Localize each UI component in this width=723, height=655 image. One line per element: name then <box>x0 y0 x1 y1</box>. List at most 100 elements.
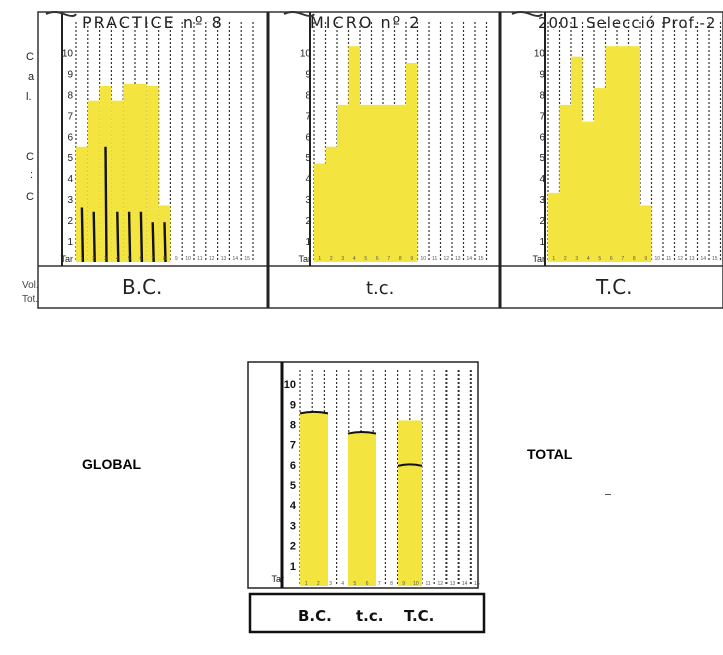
x-tick-label: 8 <box>163 256 166 262</box>
y-tick-label: 10 <box>284 379 296 391</box>
x-tick-label: 1 <box>552 256 555 262</box>
x-tick-label: 13 <box>221 256 227 262</box>
x-tick-label: 12 <box>443 256 449 262</box>
x-tick-label: 7 <box>621 256 624 262</box>
x-tick-label: 7 <box>378 581 381 587</box>
y-tick-label: 4 <box>67 174 73 185</box>
axis-label: Tar <box>532 254 545 264</box>
summary-marker <box>299 410 329 415</box>
y-tick-label: 7 <box>67 111 73 122</box>
x-tick-label: 10 <box>654 256 660 262</box>
y-tick-label: 5 <box>305 153 311 164</box>
bottom-category-3: T.C. <box>404 607 434 625</box>
y-tick-label: 7 <box>290 440 296 452</box>
bar <box>582 121 594 262</box>
x-tick-label: 10 <box>185 256 191 262</box>
bar <box>617 46 629 262</box>
bar <box>640 205 652 262</box>
y-tick-label: 2 <box>539 216 545 227</box>
top-panel-frame <box>37 11 723 309</box>
x-tick-label: 6 <box>366 581 369 587</box>
x-tick-label: 6 <box>610 256 613 262</box>
side-label-colon: : <box>30 169 33 181</box>
x-tick-label: 11 <box>425 581 430 587</box>
global-label: GLOBAL <box>82 456 142 472</box>
y-tick-label: 1 <box>305 237 311 248</box>
y-tick-label: 3 <box>539 195 545 206</box>
marker-bar <box>127 211 132 263</box>
y-tick-label: 8 <box>290 419 296 431</box>
x-tick-label: 9 <box>175 256 178 262</box>
marker-bar <box>151 222 155 263</box>
y-tick-label: 2 <box>67 216 73 227</box>
x-tick-label: 1 <box>81 256 84 262</box>
bar <box>559 104 571 262</box>
marker-bar <box>139 211 144 263</box>
x-tick-label: 2 <box>564 256 567 262</box>
panel-title-3: 2001 Selecció Prof.-2 <box>538 14 716 32</box>
dash-mark <box>605 494 611 495</box>
x-tick-label: 14 <box>700 256 706 262</box>
x-tick-label: 5 <box>128 256 131 262</box>
x-tick-label: 13 <box>450 581 456 587</box>
y-tick-label: 4 <box>539 174 545 185</box>
y-tick-label: 3 <box>290 520 296 532</box>
side-label-c3: C <box>26 191 34 203</box>
bar <box>314 163 326 262</box>
bottom-chart-frame <box>247 361 486 634</box>
summary-bar <box>300 412 328 586</box>
marker-bar <box>104 146 108 263</box>
x-tick-label: 5 <box>354 581 357 587</box>
y-tick-label: 7 <box>305 111 311 122</box>
y-tick-label: 8 <box>305 90 311 101</box>
bar <box>76 146 88 262</box>
summary-marker <box>397 463 423 467</box>
y-tick-label: 2 <box>305 216 311 227</box>
marker-bar <box>116 211 120 263</box>
bottom-category-2: t.c. <box>356 607 383 625</box>
y-tick-label: 10 <box>300 48 312 59</box>
bar <box>146 86 159 262</box>
y-tick-label: 7 <box>539 111 545 122</box>
x-tick-label: 4 <box>587 256 590 262</box>
x-tick-label: 3 <box>104 256 107 262</box>
x-tick-label: 4 <box>353 256 356 262</box>
x-tick-label: 11 <box>197 256 202 262</box>
x-tick-label: 4 <box>116 256 119 262</box>
x-tick-label: 11 <box>432 256 437 262</box>
bar <box>87 100 100 263</box>
y-tick-label: 1 <box>67 237 73 248</box>
bar <box>337 104 349 262</box>
y-tick-label: 6 <box>67 132 73 143</box>
x-tick-label: 6 <box>376 256 379 262</box>
bar <box>111 100 124 263</box>
panel-footer-3: T.C. <box>595 275 633 299</box>
y-tick-label: 10 <box>534 48 546 59</box>
panel-footer-1: B.C. <box>122 275 162 299</box>
axis-label: Tar <box>60 254 73 264</box>
x-tick-label: 5 <box>598 256 601 262</box>
y-tick-label: 4 <box>290 500 297 512</box>
y-tick-label: 2 <box>290 541 296 553</box>
x-tick-label: 7 <box>387 256 390 262</box>
x-tick-label: 3 <box>341 256 344 262</box>
summary-marker <box>347 431 377 435</box>
scribble-mark-2 <box>283 11 315 17</box>
y-tick-label: 10 <box>62 48 74 59</box>
y-tick-label: 9 <box>67 69 73 80</box>
x-tick-label: 8 <box>390 581 393 587</box>
y-tick-label: 8 <box>67 90 73 101</box>
bar <box>628 46 640 262</box>
y-tick-label: 5 <box>539 153 545 164</box>
y-tick-label: 1 <box>539 237 545 248</box>
y-tick-label: 9 <box>290 399 296 411</box>
side-label-a: a <box>28 71 35 83</box>
x-tick-label: 3 <box>329 581 332 587</box>
y-tick-label: 9 <box>539 69 545 80</box>
y-tick-label: 8 <box>539 90 545 101</box>
x-tick-label: 15 <box>244 256 250 262</box>
